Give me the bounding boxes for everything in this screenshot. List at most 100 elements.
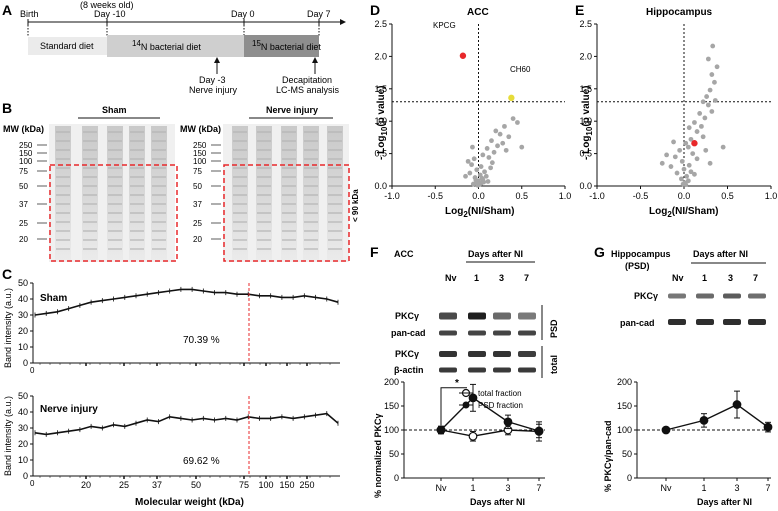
- volcano-point: [497, 131, 503, 137]
- blot-band: [439, 330, 457, 336]
- volcano-y-tick-label: 1.0: [374, 116, 387, 126]
- volcano-point: [714, 64, 720, 70]
- c-y-tick-label: 20: [18, 439, 28, 449]
- c-y-tick-label: 10: [18, 455, 28, 465]
- volcano-point: [674, 170, 680, 176]
- c-y-tick-label: 30: [18, 310, 28, 320]
- g-line-chart: 0 50 100 150 200 Nv 1 3 7: [617, 377, 773, 493]
- g-row-pancad: pan-cad: [620, 318, 655, 328]
- mw-marker-label: 25: [19, 219, 28, 228]
- f-line-chart: 0 50 100 150 200 Nv 1 3 7 *: [384, 377, 545, 493]
- f-row-pancad: pan-cad: [391, 328, 426, 338]
- volcano-point: [465, 158, 471, 164]
- volcano-point: [685, 144, 691, 150]
- volcano-x-tick-label: 1.0: [559, 191, 572, 201]
- volcano-point: [672, 154, 678, 160]
- c-x-tick-label: 150: [279, 480, 294, 490]
- line-chart-series-line: [440, 396, 540, 432]
- blot-band: [493, 330, 511, 336]
- mw-marker-label: 50: [193, 182, 202, 191]
- birth-label: Birth: [20, 9, 39, 19]
- lcms-label: LC-MS analysis: [276, 85, 340, 95]
- blot-band: [439, 367, 457, 373]
- line-chart-point: [503, 417, 513, 427]
- volcano-point: [702, 115, 708, 121]
- c-x-tick-label: 50: [191, 480, 201, 490]
- c-ni-plot: 0 10 20 30 40 50 0 20 25 37 50 75 100 150 250: [18, 391, 340, 490]
- blot-band: [468, 312, 486, 320]
- f-total-label: total: [549, 355, 559, 374]
- line-chart-x-tick-label: 1: [470, 483, 475, 493]
- g-region-sub: (PSD): [625, 261, 650, 271]
- volcano-point: [694, 129, 700, 134]
- c-y-tick-label: 50: [18, 391, 28, 401]
- volcano-point: [463, 173, 468, 179]
- g-lane-1: 1: [702, 273, 707, 283]
- volcano-point: [515, 120, 520, 125]
- c-ni-title: Nerve injury: [40, 404, 98, 415]
- sham-mw-label: MW (kDa): [3, 124, 44, 134]
- f-region: ACC: [394, 249, 414, 259]
- volcano-point: [474, 167, 480, 173]
- significance-bracket: [440, 387, 467, 426]
- volcano-point: [664, 152, 669, 158]
- blot-band: [723, 293, 741, 299]
- c-xlabel: Molecular weight (kDa): [135, 497, 244, 508]
- volcano-point: [475, 182, 481, 188]
- blot-band: [493, 351, 511, 357]
- line-chart-y-tick-label: 150: [384, 401, 399, 411]
- line-chart-y-tick-label: 100: [384, 425, 399, 435]
- volcano-point: [482, 169, 487, 175]
- volcano-point: [491, 149, 497, 155]
- volcano-point: [668, 164, 674, 169]
- line-chart-y-tick-label: 150: [617, 401, 632, 411]
- g-xlabel: Days after NI: [697, 497, 752, 507]
- blot-band: [439, 351, 457, 357]
- line-chart-point: [661, 425, 671, 435]
- line-chart-x-tick-label: 7: [536, 483, 541, 493]
- blot-band: [518, 351, 536, 357]
- c-x-tick-label: 25: [119, 480, 129, 490]
- f-psd-label: PSD: [549, 319, 559, 338]
- d-xlabel: Log2(NI/Sham): [445, 206, 514, 219]
- line-chart-point: [436, 425, 446, 435]
- volcano-point: [692, 120, 697, 125]
- c-y-tick-label: 40: [18, 294, 28, 304]
- panel-g: G Hippocampus (PSD) Days after NI Nv 1 3…: [594, 244, 773, 507]
- age-label: (8 weeks old): [80, 0, 134, 10]
- g-lane-3: 3: [728, 273, 733, 283]
- g-ylabel: % PKCγ/pan-cad: [603, 420, 613, 492]
- c-x-zero-label: 0: [30, 366, 35, 375]
- diet-14n-label: 14N bacterial diet: [132, 39, 201, 52]
- blot-band: [468, 330, 486, 336]
- volcano-x-tick-label: -0.5: [633, 191, 649, 201]
- volcano-y-tick-label: 0.0: [374, 181, 387, 191]
- decap-label: Decapitation: [282, 75, 332, 85]
- g-western-blots: [668, 293, 766, 325]
- line-chart-point: [699, 416, 709, 425]
- e-xlabel: Log2(NI/Sham): [649, 206, 718, 219]
- mw-marker-label: 20: [193, 235, 202, 244]
- line-chart-x-tick-label: 3: [734, 483, 739, 493]
- volcano-point: [699, 123, 704, 129]
- volcano-x-tick-label: -0.5: [427, 191, 443, 201]
- panel-f: F ACC Days after NI Nv 1 3 7 PKCγ pan-ca…: [370, 244, 559, 507]
- volcano-point: [679, 158, 685, 164]
- line-chart-y-tick-label: 200: [617, 377, 632, 387]
- volcano-highlight-kpcg: [459, 52, 467, 59]
- g-lane-7: 7: [753, 273, 758, 283]
- ni-mw-label: MW (kDa): [180, 124, 221, 134]
- volcano-x-tick-label: 0.0: [678, 191, 691, 201]
- c-y-tick-label: 50: [18, 278, 28, 288]
- f-row-actin: β-actin: [394, 365, 424, 375]
- c-sham-title: Sham: [40, 293, 67, 304]
- mw-marker-label: 100: [193, 157, 207, 166]
- volcano-y-tick-label: 2.0: [579, 51, 592, 61]
- volcano-point: [469, 162, 474, 168]
- blot-band: [518, 367, 536, 373]
- line-chart-x-tick-label: 1: [701, 483, 706, 493]
- e-ylabel: - Log10(p value): [581, 86, 594, 160]
- panel-c-label: C: [2, 266, 12, 282]
